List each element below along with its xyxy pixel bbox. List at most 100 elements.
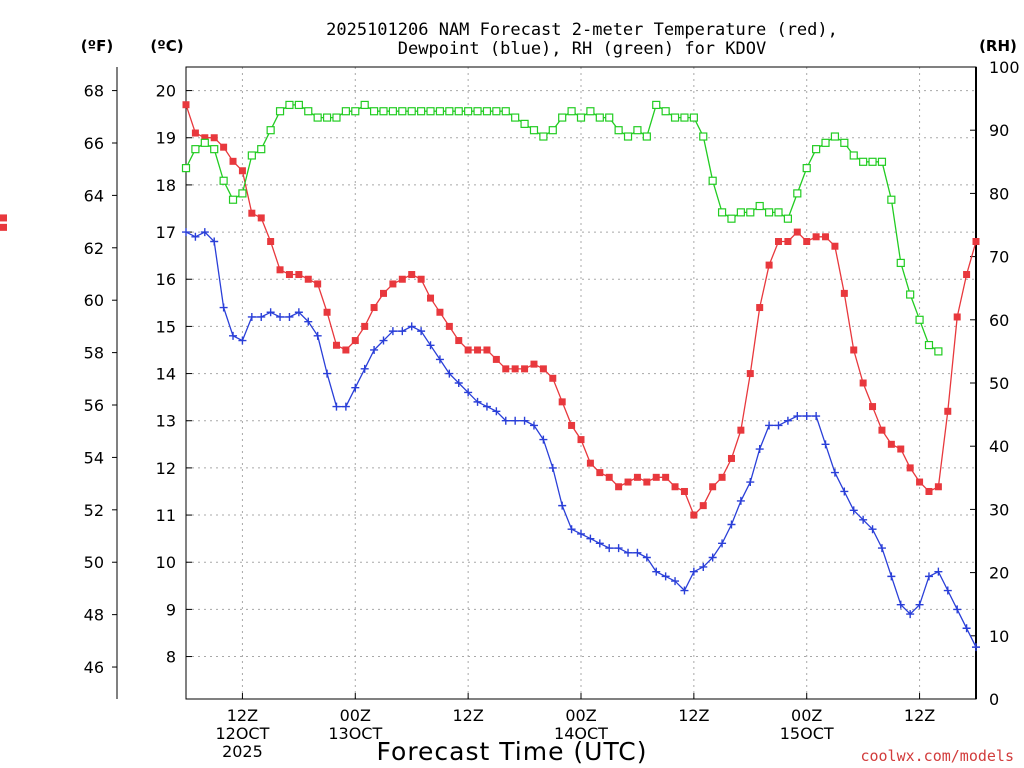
rh-point [529,126,539,135]
temperature-point [0,214,7,222]
dewpoint-point [840,487,849,496]
fahrenheit-tick-labels: 46 48 50 52 54 56 58 60 62 64 66 68 [84,82,117,677]
temperature-point [643,478,651,486]
dewpoint-point [445,369,454,378]
temperature-point [568,421,576,429]
rh-point [228,195,238,204]
temperature-point [869,403,877,411]
chart-subtitle: Dewpoint (blue), RH (green) for KDOV [398,39,766,59]
rh-point [304,107,313,116]
rh-point [849,151,858,160]
dewpoint-point [821,440,830,449]
rh-point [661,107,670,116]
dewpoint-point [454,379,463,387]
dewpoint-point [887,572,896,581]
dewpoint-point [652,567,661,576]
temperature-point [417,275,425,283]
celsius-tick-label: 14 [156,365,176,384]
temperature-point [182,101,190,109]
dewpoint-point [802,412,811,421]
rh-point [689,113,698,122]
dewpoint-point [906,610,915,619]
celsius-tick-label: 16 [156,270,176,289]
rh-point [454,107,463,116]
fahrenheit-tick-label: 60 [84,291,104,310]
dewpoint-point [595,539,604,548]
time-tick-label: 12Z [904,706,935,725]
rh-point [294,100,303,110]
temperature-point [934,483,942,491]
temperature-point [511,365,519,373]
dewpoint-point [962,624,971,633]
rh-point [708,176,717,185]
dewpoint-point [492,407,501,416]
temperature-point [285,271,293,279]
temperature-point [380,289,387,297]
temperature-point [586,459,594,467]
fahrenheit-tick-label: 58 [84,344,104,363]
dewpoint-point [191,232,200,241]
time-tick-label: 2025 [222,742,263,761]
rh-point [313,113,322,122]
dewpoint-point [577,529,585,538]
rh-unit-label: (RH) [979,37,1017,55]
dewpoint-point [501,416,510,425]
rh-tick-label: 0 [989,690,999,709]
rh-tick-label: 10 [989,627,1009,646]
temperature-point [709,483,717,491]
rh-point [464,107,473,116]
dewpoint-point [783,416,792,425]
dewpoint-point [812,412,821,421]
dewpoint-point [774,421,783,430]
rh-point [727,214,736,223]
dewpoint-point [407,322,416,331]
rh-tick-label: 70 [989,248,1009,267]
celsius-tick-label: 12 [156,459,176,478]
dewpoint-point [586,534,595,543]
rh-point [257,145,266,154]
temperature-point [775,238,782,246]
rh-point [332,113,341,122]
temperature-point [737,426,745,434]
temperature-point [671,483,679,491]
rh-point [605,113,614,122]
rh-point [859,157,868,166]
chart-title: 2025101206 NAM Forecast 2-meter Temperat… [326,20,838,40]
rh-point [840,138,849,147]
temperature-point [831,242,839,250]
rh-point [699,132,708,141]
rh-point [764,208,774,217]
time-tick-label: 14OCT [554,724,608,743]
dewpoint-point [718,539,727,548]
rh-point [322,113,332,122]
rh-point [238,189,247,198]
temperature-line [185,104,977,517]
temperature-point [850,346,858,354]
dewpoint-point [614,544,623,553]
dewpoint-point [934,567,943,576]
rh-point [426,107,435,116]
rh-point [379,107,388,116]
rh-tick-labels: 0 10 20 30 40 50 60 70 80 90 100 [970,58,1020,709]
time-tick-label: 00Z [565,706,596,725]
temperature-point [323,308,331,316]
rh-point [501,107,510,116]
dewpoint-point [360,364,369,373]
rh-point [670,113,680,122]
rh-point [388,107,398,116]
dewpoint-point [859,515,868,524]
dewpoint-point [323,369,332,378]
dewpoint-point [351,383,360,392]
temperature-point [727,454,735,462]
dewpoint-point [285,312,294,321]
dewpoint-point [182,228,190,237]
fahrenheit-tick-label: 46 [84,658,104,677]
temperature-point [812,233,820,241]
rh-point [586,107,595,116]
dewpoint-point [341,402,350,411]
rh-point [755,201,764,211]
dewpoint-point [210,237,219,246]
dewpoint-point [708,553,717,562]
temperature-point [295,271,303,279]
